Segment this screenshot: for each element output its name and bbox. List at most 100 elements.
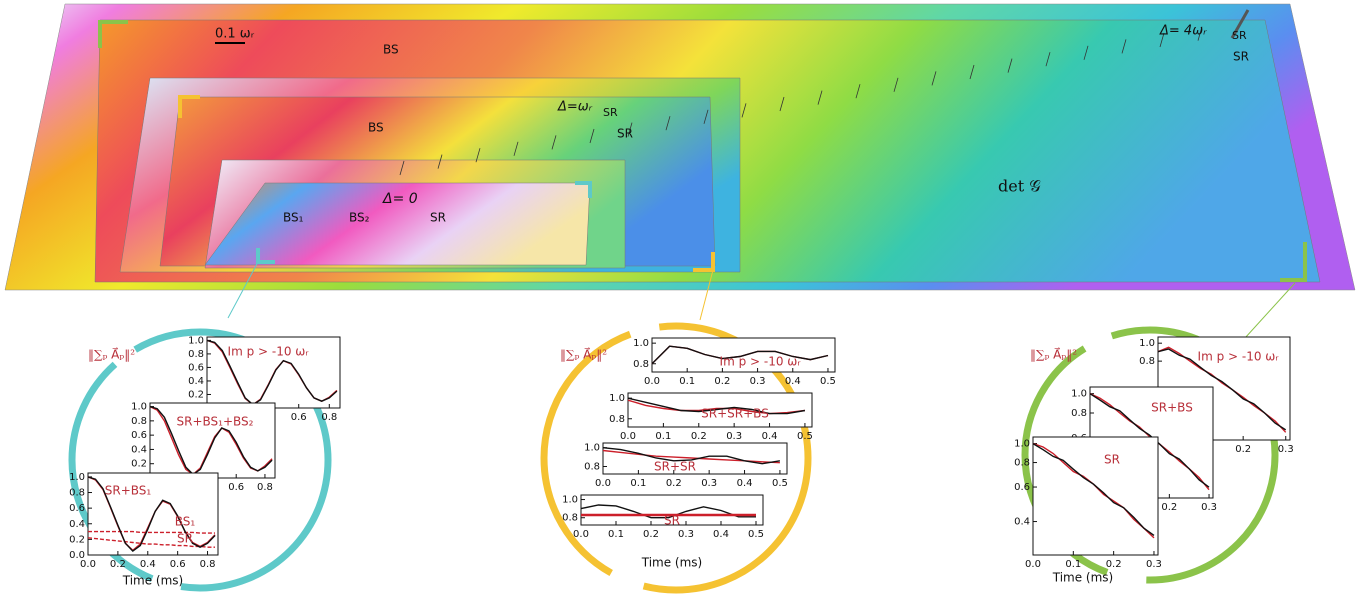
x-axis-label: Time (ms) xyxy=(122,574,184,588)
y-tick-label: 0.8 xyxy=(131,416,147,427)
panel-ylabel: ‖∑ₚ A⃗ₚ‖² xyxy=(1030,346,1077,361)
landscape-label: SR xyxy=(603,106,618,119)
x-tick-label: 0.4 xyxy=(737,478,753,489)
y-tick-label: 0.8 xyxy=(1014,458,1030,469)
x-tick-label: 0.3 xyxy=(1201,502,1217,513)
x-tick-label: 0.0 xyxy=(573,529,589,540)
annotation: SR xyxy=(664,514,680,528)
charts: ‖∑ₚ A⃗ₚ‖²‖∑ₚ A⃗ₚ‖²‖∑ₚ A⃗ₚ‖²0.60.81.00.80… xyxy=(69,335,1294,587)
y-tick-label: 0.6 xyxy=(69,503,85,514)
x-tick-label: 0.0 xyxy=(1025,559,1041,570)
y-tick-label: 1.0 xyxy=(69,472,85,483)
x-tick-label: 0.3 xyxy=(750,376,766,387)
annotation: SR+SR+BS xyxy=(701,407,769,421)
x-tick-label: 0.2 xyxy=(1235,444,1251,455)
annotation: SR+BS xyxy=(1151,401,1193,415)
annotation: SR+BS₁+BS₂ xyxy=(177,415,254,429)
x-tick-label: 0.6 xyxy=(228,482,244,493)
landscape-label: BS₁ xyxy=(283,211,304,225)
x-tick-label: 0.2 xyxy=(714,376,730,387)
y-tick-label: 0.8 xyxy=(1139,356,1155,367)
annotation: BS₁ xyxy=(175,515,196,529)
figure: 0.1 ωᵣBSΔ= 4ωᵣSRSRBSΔ=ωᵣSRSRΔ= 0BS₁BS₂SR… xyxy=(0,0,1359,595)
y-tick-label: 0.4 xyxy=(131,444,147,455)
x-tick-label: 0.2 xyxy=(1161,502,1177,513)
landscape-label: Δ= 4ωᵣ xyxy=(1159,24,1207,39)
annotation: SR+BS₁ xyxy=(105,484,152,498)
x-tick-label: 0.2 xyxy=(643,529,659,540)
y-tick-label: 0.6 xyxy=(1014,482,1030,493)
landscape-label: BS xyxy=(368,121,384,135)
connector xyxy=(1245,283,1295,338)
line-chart: 0.00.20.40.60.81.00.80.60.40.20.0SR+BS₁B… xyxy=(69,472,218,588)
x-tick-label: 0.5 xyxy=(748,529,764,540)
x-tick-label: 0.3 xyxy=(1146,559,1162,570)
annotation: Im p > -10 ωᵣ xyxy=(228,345,310,359)
annotation: SR xyxy=(177,532,193,546)
x-tick-label: 0.8 xyxy=(257,482,273,493)
y-tick-label: 0.2 xyxy=(69,534,85,545)
x-tick-label: 0.0 xyxy=(620,431,636,442)
x-tick-label: 0.3 xyxy=(726,431,742,442)
annotation: Im p > -10 ωᵣ xyxy=(1198,350,1280,364)
line-chart: 0.0 0.1 0.2 0.3 0.4 0.5 1.0 0.8 Im p > -10 ωᵣ xyxy=(633,338,836,387)
x-axis-label: Time (ms) xyxy=(1052,571,1114,585)
y-tick-label: 0.8 xyxy=(633,359,649,370)
annotation: Im p > -10 ωᵣ xyxy=(720,355,802,369)
x-tick-label: 0.4 xyxy=(140,559,156,570)
x-tick-label: 0.3 xyxy=(678,529,694,540)
annotation: SR xyxy=(1104,453,1120,467)
landscape-label: SR xyxy=(1233,50,1249,64)
panel-ylabel: ‖∑ₚ A⃗ₚ‖² xyxy=(88,346,135,361)
x-tick-label: 0.1 xyxy=(655,431,671,442)
y-tick-label: 0.8 xyxy=(69,488,85,499)
x-tick-label: 0.1 xyxy=(1065,559,1081,570)
x-tick-label: 0.1 xyxy=(630,478,646,489)
y-tick-label: 0.4 xyxy=(188,376,204,387)
y-tick-label: 1.0 xyxy=(633,338,649,349)
y-tick-label: 0.8 xyxy=(562,513,578,524)
y-tick-label: 1.0 xyxy=(584,443,600,454)
y-tick-label: 1.0 xyxy=(562,495,578,506)
x-tick-label: 0.8 xyxy=(200,559,216,570)
y-tick-label: 0.8 xyxy=(1071,408,1087,419)
y-tick-label: 0.8 xyxy=(188,349,204,360)
landscape-label: BS₂ xyxy=(349,211,370,225)
landscape-label: Δ=ωᵣ xyxy=(557,100,593,115)
x-tick-label: 0.0 xyxy=(644,376,660,387)
y-tick-label: 0.0 xyxy=(69,550,85,561)
line-chart: 0.00.10.20.30.40.51.00.8SR+SR xyxy=(584,443,788,489)
y-tick-label: 0.4 xyxy=(1014,517,1030,528)
page: 0.1 ωᵣBSΔ= 4ωᵣSRSRBSΔ=ωᵣSRSRΔ= 0BS₁BS₂SR… xyxy=(0,0,1359,595)
x-tick-label: 0.2 xyxy=(1106,559,1122,570)
landscape-label: SR xyxy=(1232,29,1247,42)
x-tick-label: 0.4 xyxy=(785,376,801,387)
x-tick-label: 0.5 xyxy=(797,431,813,442)
x-tick-label: 0.8 xyxy=(321,412,337,423)
x-tick-label: 0.4 xyxy=(762,431,778,442)
y-tick-label: 1.0 xyxy=(1139,338,1155,349)
x-tick-label: 0.4 xyxy=(713,529,729,540)
landscape-label: SR xyxy=(617,127,633,141)
y-tick-label: 0.8 xyxy=(584,461,600,472)
landscape-label: SR xyxy=(430,211,446,225)
x-tick-label: 0.1 xyxy=(679,376,695,387)
y-tick-label: 0.8 xyxy=(609,414,625,425)
x-tick-label: 0.6 xyxy=(170,559,186,570)
landscape-label: Δ= 0 xyxy=(382,191,418,207)
y-tick-label: 0.4 xyxy=(69,519,85,530)
x-tick-label: 0.5 xyxy=(820,376,836,387)
annotation: SR+SR xyxy=(654,460,696,474)
landscape-label: BS xyxy=(383,43,399,57)
y-tick-label: 0.6 xyxy=(188,362,204,373)
y-tick-label: 1.0 xyxy=(1014,439,1030,450)
landscape-label: det 𝒢 xyxy=(998,177,1041,196)
x-tick-label: 0.3 xyxy=(1278,444,1294,455)
x-tick-label: 0.5 xyxy=(772,478,788,489)
y-tick-label: 1.0 xyxy=(1071,389,1087,400)
y-tick-label: 0.6 xyxy=(131,430,147,441)
y-tick-label: 1.0 xyxy=(188,335,204,346)
x-tick-label: 0.2 xyxy=(691,431,707,442)
y-tick-label: 0.2 xyxy=(131,459,147,470)
